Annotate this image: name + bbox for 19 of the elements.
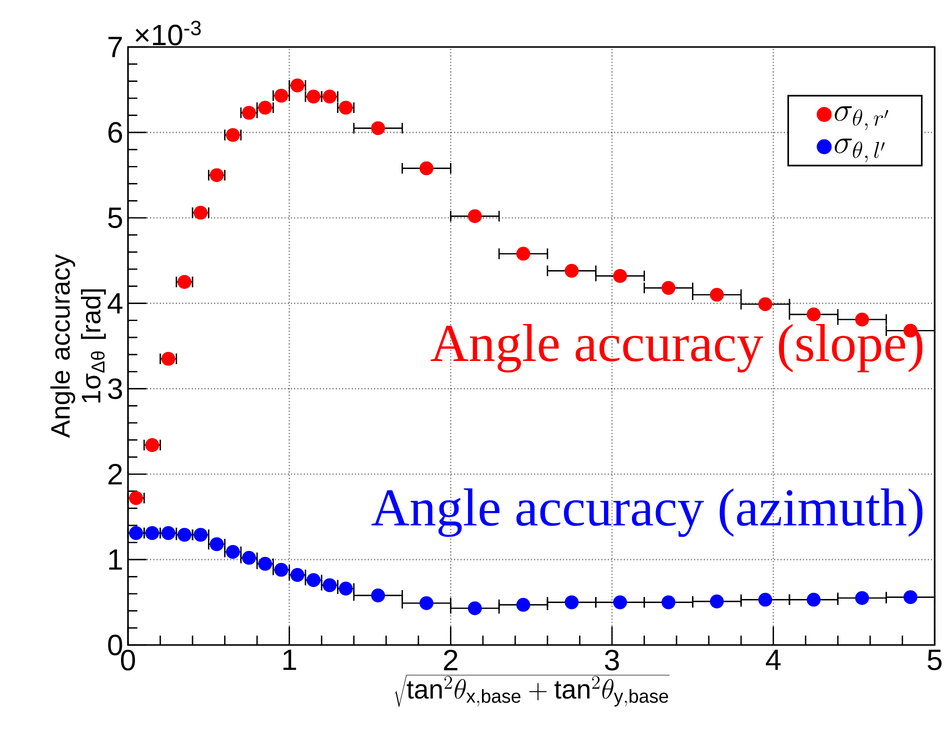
y-tick-label: 3 xyxy=(108,378,122,400)
legend-label: $\sigma_{\theta,\, l'}$ xyxy=(834,138,885,162)
x-axis-title: $\sqrt{\mathrm{tan}^{2}\theta_{\mathrm{x,base}} + \mathrm{tan}^{2}\theta_{\mathrm{y,base}}}$ xyxy=(394,674,670,707)
y-tick-label: 1 xyxy=(109,549,122,570)
text: ×10$^{-3}$ xyxy=(136,20,201,46)
y-tick-label: 5 xyxy=(108,208,122,228)
y-tick-label: 2 xyxy=(108,464,122,484)
annotation: Angle accuracy (slope) xyxy=(430,324,922,372)
y-tick-label: 4 xyxy=(108,293,122,314)
y-tick-label: 0 xyxy=(108,634,122,656)
legend-label: $\sigma_{\theta,\, r'}$ xyxy=(834,106,888,130)
x-tick-label: 5 xyxy=(928,650,942,670)
y-tick-label: 7 xyxy=(108,36,122,58)
x-tick-label: 3 xyxy=(604,650,619,670)
x-tick-label: 1 xyxy=(283,650,296,670)
x-tick-label: 2 xyxy=(444,650,458,670)
y-tick-label: 6 xyxy=(108,122,122,143)
annotation: Angle accuracy (azimuth) xyxy=(371,488,922,537)
x-tick-label: 4 xyxy=(766,650,781,670)
